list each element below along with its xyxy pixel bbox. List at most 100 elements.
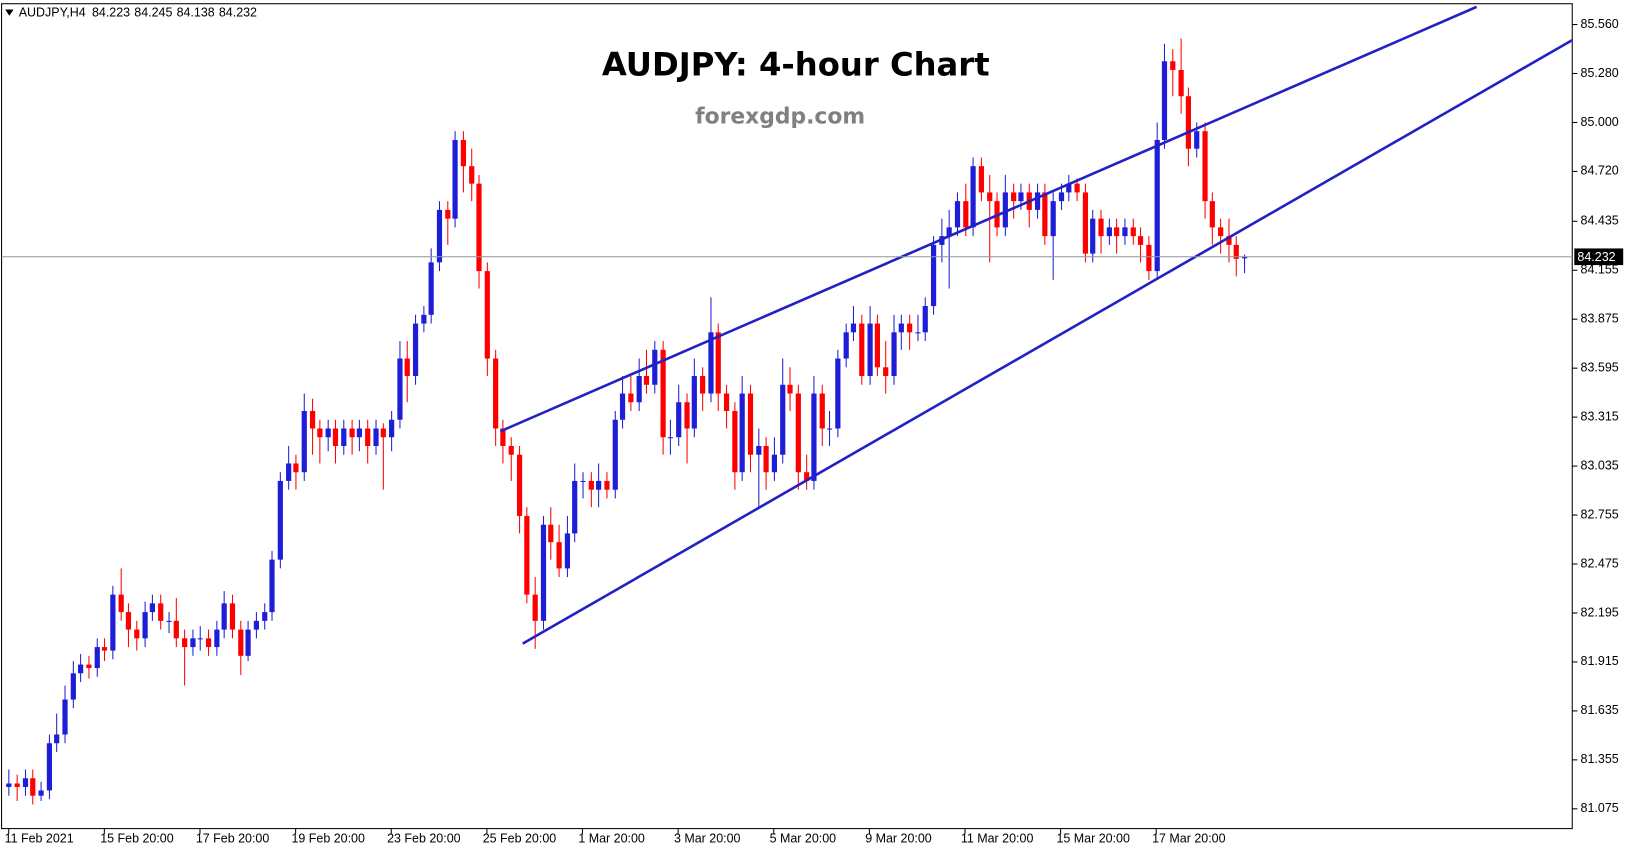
candle-body	[421, 314, 427, 324]
x-tick-label: 11 Mar 20:00	[961, 831, 1034, 845]
candle-body	[317, 428, 323, 438]
candle-body	[628, 393, 634, 403]
candle-body	[532, 594, 538, 621]
candle-body	[874, 323, 880, 368]
high-value: 84.245	[134, 6, 172, 20]
candle-body	[708, 332, 714, 394]
candle-body	[954, 201, 961, 228]
candle-body	[883, 367, 889, 377]
y-tick-label: 84.435	[1581, 214, 1619, 228]
candle-body	[190, 638, 196, 648]
y-tick-label: 85.560	[1581, 17, 1619, 31]
candle-body	[811, 393, 817, 481]
candle-body	[652, 349, 658, 385]
channel-line	[522, 38, 1573, 645]
close-value: 84.232	[219, 6, 257, 20]
x-tick-label: 9 Mar 20:00	[865, 831, 932, 845]
candle-body	[572, 480, 578, 534]
candle-body	[293, 463, 299, 473]
header: AUDJPY,H4 84.223 84.245 84.138 84.232	[19, 6, 257, 20]
candle-body	[404, 358, 410, 377]
candle-body	[1050, 201, 1056, 237]
candle-body	[564, 533, 571, 569]
y-tick-label: 81.635	[1581, 703, 1619, 717]
y-tick-label: 83.035	[1581, 458, 1619, 472]
candle-body	[691, 376, 697, 429]
candle-body	[476, 183, 482, 272]
candle-body	[787, 384, 793, 394]
candle-body	[1154, 139, 1160, 272]
candle-body	[819, 393, 825, 429]
candle-body	[445, 209, 451, 219]
candle-body	[365, 428, 371, 446]
x-tick-label: 19 Feb 20:00	[291, 831, 365, 845]
candle-body	[1106, 227, 1112, 237]
candle-body	[604, 480, 610, 490]
candle-body	[978, 166, 985, 193]
candle-body	[286, 463, 292, 481]
candle-body	[484, 271, 490, 359]
candle-body	[262, 612, 268, 621]
y-tick-label: 81.075	[1581, 801, 1619, 815]
candle-body	[1146, 244, 1152, 272]
candle-body	[1058, 192, 1065, 202]
candle-body	[1226, 236, 1232, 245]
x-tick-label: 23 Feb 20:00	[387, 831, 461, 845]
candle-body	[548, 524, 554, 543]
candle-body	[859, 323, 865, 377]
candle-body	[277, 480, 283, 560]
candle-body	[397, 358, 403, 420]
candle-body	[1018, 192, 1024, 202]
candle-body	[1241, 256, 1248, 259]
symbol: AUDJPY,H4	[19, 6, 86, 20]
candle-body	[149, 603, 155, 613]
candle-body	[62, 699, 68, 735]
candle-body	[500, 428, 506, 446]
candle-body	[452, 139, 458, 219]
candle-body	[205, 638, 212, 648]
candle-body	[22, 778, 29, 787]
candle-body	[835, 358, 841, 429]
candle-body	[508, 445, 514, 455]
candle-body	[1011, 192, 1017, 202]
x-tick-label: 15 Feb 20:00	[100, 831, 174, 845]
candle-body	[332, 428, 339, 446]
candle-body	[1002, 192, 1008, 228]
candle-body	[1074, 183, 1080, 193]
candle-body	[763, 445, 769, 473]
candle-body	[94, 647, 100, 669]
candle-body	[540, 524, 547, 621]
candle-body	[380, 428, 386, 438]
candle-body	[1114, 227, 1120, 237]
candle-body	[214, 629, 220, 648]
y-tick-label: 83.315	[1581, 409, 1619, 423]
candle-body	[125, 612, 132, 630]
candle-body	[341, 428, 347, 446]
candle-body	[134, 629, 140, 639]
candle-body	[588, 480, 594, 490]
y-tick-label: 85.000	[1581, 115, 1619, 129]
candle-body	[54, 734, 60, 744]
candle-body	[1218, 227, 1224, 237]
x-tick-label: 5 Mar 20:00	[770, 831, 837, 845]
candle-body	[493, 358, 499, 429]
candle-body	[1098, 218, 1104, 237]
candle-body	[101, 647, 108, 651]
candle-body	[110, 594, 116, 651]
chart-title: AUDJPY: 4-hour Chart	[602, 46, 990, 84]
candle-body	[636, 376, 642, 403]
candle-body	[524, 515, 530, 595]
candle-body	[1194, 131, 1200, 149]
candle-body	[556, 542, 562, 569]
candle-body	[1209, 201, 1215, 228]
candle-body	[946, 227, 952, 237]
candle-body	[739, 393, 745, 473]
candle-body	[428, 262, 434, 315]
candle-body	[1233, 244, 1239, 259]
candle-body	[963, 201, 969, 228]
y-tick-label: 83.875	[1581, 311, 1619, 325]
candle-body	[930, 244, 937, 307]
low-value: 84.138	[177, 6, 215, 20]
